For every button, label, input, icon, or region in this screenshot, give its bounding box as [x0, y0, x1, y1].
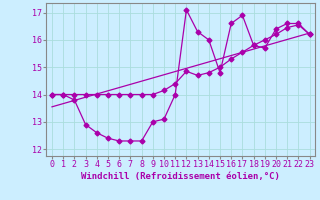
X-axis label: Windchill (Refroidissement éolien,°C): Windchill (Refroidissement éolien,°C) — [81, 172, 280, 181]
